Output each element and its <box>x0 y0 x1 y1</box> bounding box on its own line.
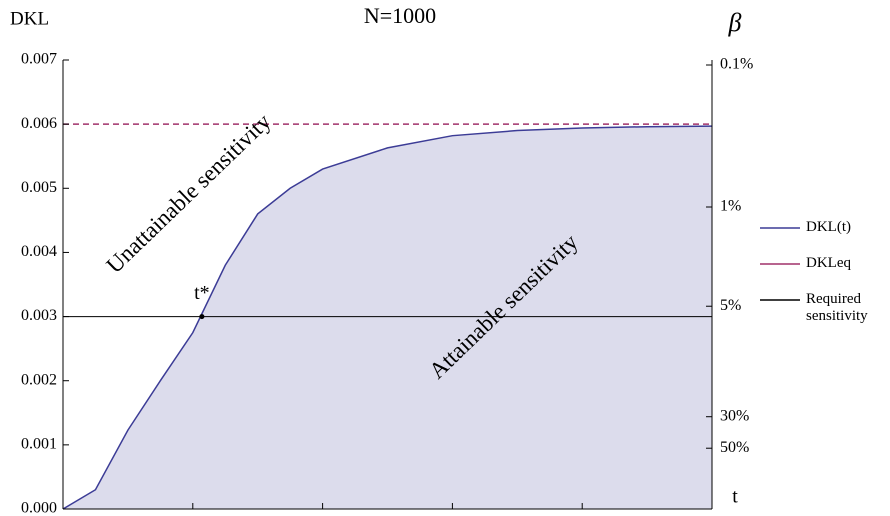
x-tick-label: 4 <box>578 515 586 516</box>
y-tick-label: 0.005 <box>21 179 57 196</box>
area <box>63 126 712 510</box>
y2-tick-label: 5% <box>720 297 741 314</box>
y-tick-label: 0.002 <box>21 371 57 388</box>
y-tick-label: 0.006 <box>21 115 57 132</box>
x-tick-label: 1 <box>189 515 197 516</box>
point-label: t* <box>194 282 210 304</box>
y-axis-label: DKL <box>10 8 49 29</box>
legend-item: DKLeq <box>806 255 851 271</box>
series-line <box>62 125 713 510</box>
y2-tick-label: 0.1% <box>720 56 753 73</box>
legend-label: DKLeq <box>806 255 851 271</box>
x-tick-label: 2 <box>319 515 327 516</box>
x-tick-label: 5 <box>708 515 716 516</box>
point <box>199 314 205 320</box>
y-tick-label: 0.000 <box>21 500 57 516</box>
legend-item: DKL(t) <box>806 219 851 235</box>
y-tick-label: 0.004 <box>21 243 57 260</box>
y2-tick-label: 30% <box>720 407 749 424</box>
x-tick-label: 3 <box>448 515 456 516</box>
y-tick-label: 0.001 <box>21 436 57 453</box>
x-axis-label: t <box>732 486 738 508</box>
y2-tick-label: 1% <box>720 198 741 215</box>
x-tick-label: 0 <box>59 515 67 516</box>
y2-axis-label: β <box>728 8 742 37</box>
chart-title: N=1000 <box>364 3 436 28</box>
legend-item: Required sensitivity <box>806 291 868 324</box>
legend-label: DKL(t) <box>806 219 851 235</box>
legend-label: Required sensitivity <box>806 291 868 324</box>
y2-tick-label: 50% <box>720 439 749 456</box>
y-tick-label: 0.007 <box>21 51 57 68</box>
y-tick-label: 0.003 <box>21 307 57 324</box>
